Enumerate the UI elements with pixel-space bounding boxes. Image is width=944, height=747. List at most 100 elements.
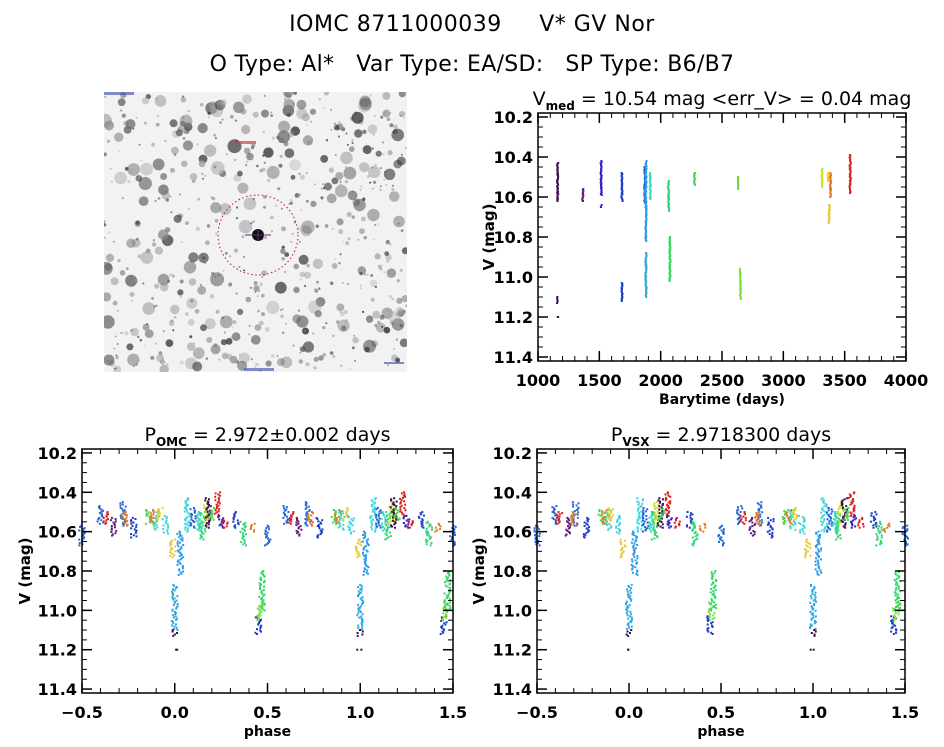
- data-point: [628, 586, 631, 588]
- data-point: [897, 571, 900, 574]
- star: [178, 193, 182, 196]
- data-point: [556, 164, 559, 167]
- data-point: [758, 524, 761, 527]
- data-point: [850, 512, 853, 515]
- data-point: [644, 258, 647, 261]
- data-point: [848, 156, 851, 159]
- data-point: [202, 532, 205, 535]
- data-point: [565, 533, 568, 536]
- data-point: [645, 160, 648, 162]
- data-point: [872, 519, 875, 522]
- star: [113, 365, 122, 372]
- data-point: [221, 525, 224, 528]
- star: [383, 271, 386, 274]
- data-point: [149, 514, 152, 517]
- data-point: [254, 616, 257, 619]
- data-point: [334, 514, 336, 517]
- data-point: [554, 522, 557, 525]
- data-point: [434, 530, 437, 533]
- data-point: [895, 586, 898, 589]
- data-point: [370, 526, 373, 529]
- data-point: [173, 589, 176, 592]
- data-point: [420, 520, 423, 523]
- data-point: [649, 177, 652, 180]
- data-point: [668, 248, 671, 251]
- star: [391, 354, 399, 362]
- data-point: [650, 530, 652, 533]
- data-point: [625, 607, 628, 610]
- data-point: [263, 580, 266, 583]
- data-point: [892, 609, 895, 612]
- data-point: [829, 173, 832, 176]
- data-point: [285, 520, 288, 523]
- data-point: [620, 555, 623, 557]
- data-point: [450, 537, 453, 540]
- data-point: [180, 546, 183, 549]
- data-point: [130, 520, 133, 523]
- data-point: [820, 184, 823, 187]
- data-point: [421, 525, 424, 528]
- data-point: [453, 544, 455, 547]
- data-point: [789, 512, 792, 515]
- data-point: [664, 509, 666, 512]
- star: [185, 131, 189, 135]
- data-point: [722, 544, 724, 547]
- data-point: [799, 531, 802, 534]
- data-point: [207, 506, 210, 509]
- data-point: [660, 512, 663, 515]
- data-point: [737, 513, 740, 516]
- star: [221, 316, 224, 319]
- data-point: [627, 622, 630, 625]
- data-point: [817, 566, 820, 569]
- data-point: [577, 507, 579, 510]
- data-point: [870, 512, 873, 515]
- data-point: [232, 518, 235, 521]
- data-point: [135, 526, 138, 529]
- data-point: [825, 525, 828, 528]
- data-point: [654, 530, 656, 533]
- data-point: [657, 524, 660, 527]
- data-point: [188, 525, 191, 528]
- star: [206, 337, 213, 343]
- data-point: [371, 510, 374, 513]
- data-point: [708, 601, 710, 604]
- star: [154, 283, 160, 289]
- data-point: [553, 508, 556, 511]
- star: [173, 153, 177, 156]
- data-point: [124, 519, 127, 521]
- data-point: [879, 520, 882, 523]
- data-point: [823, 513, 826, 516]
- data-point: [556, 302, 559, 304]
- data-point: [362, 537, 365, 540]
- data-point: [829, 194, 832, 197]
- data-point: [249, 528, 252, 530]
- star: [323, 187, 325, 190]
- data-point: [570, 516, 573, 519]
- data-point: [100, 508, 103, 511]
- data-point: [232, 520, 235, 523]
- data-point: [814, 620, 816, 622]
- data-point: [356, 634, 359, 637]
- data-point: [636, 569, 639, 572]
- data-point: [739, 279, 742, 282]
- data-point: [360, 598, 363, 601]
- star: [199, 284, 202, 286]
- data-point: [343, 515, 346, 518]
- data-point: [389, 510, 392, 513]
- star: [390, 320, 394, 325]
- star: [257, 309, 260, 313]
- data-point: [193, 510, 196, 513]
- data-point: [807, 542, 810, 545]
- data-point: [372, 518, 374, 521]
- star: [372, 310, 381, 319]
- star: [391, 318, 405, 331]
- star: [125, 267, 129, 271]
- data-point: [643, 168, 646, 171]
- data-point: [404, 495, 407, 498]
- data-point: [827, 172, 830, 174]
- star: [352, 337, 359, 344]
- data-point: [124, 522, 127, 525]
- data-point: [667, 183, 670, 186]
- data-point: [842, 507, 844, 510]
- data-point: [557, 172, 559, 175]
